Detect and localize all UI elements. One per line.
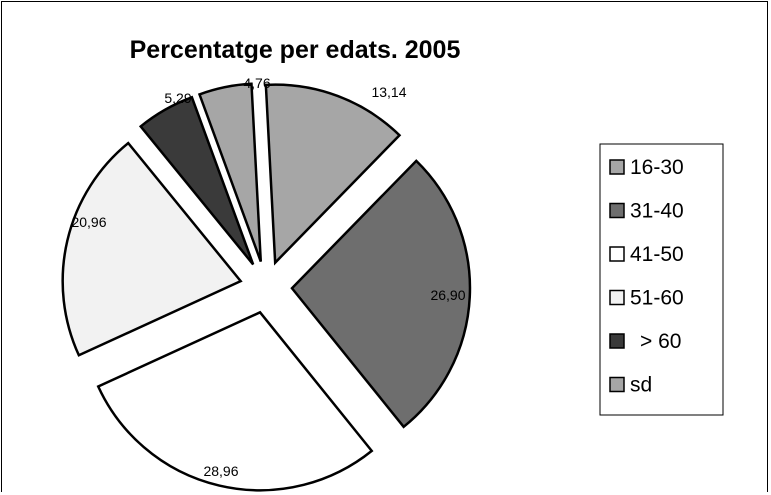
legend-label: 51-60 xyxy=(630,287,684,310)
pie-slice-4150 xyxy=(96,310,374,492)
legend-swatch xyxy=(609,289,625,306)
legend-swatch xyxy=(609,333,625,349)
data-label: 13,14 xyxy=(371,84,406,100)
pie-slices xyxy=(61,82,472,492)
legend-label: > 60 xyxy=(640,330,681,353)
pie-slice-sd xyxy=(197,82,263,262)
pie-slice-3140 xyxy=(290,159,472,429)
data-labels: 13,14 26,90 28,96 20,96 5,29 4,76 xyxy=(71,75,465,479)
legend-swatch xyxy=(609,376,625,393)
legend-label: 31-40 xyxy=(630,200,684,223)
legend-label: 41-50 xyxy=(630,243,684,266)
legend-box xyxy=(599,143,724,416)
legend-swatch xyxy=(609,202,625,219)
data-label: 20,96 xyxy=(71,214,106,230)
data-label: 5,29 xyxy=(164,90,191,106)
legend-label: sd xyxy=(630,374,652,397)
data-label: 26,90 xyxy=(430,287,465,303)
data-label: 28,96 xyxy=(203,463,238,479)
legend-label: 16-30 xyxy=(630,156,684,179)
legend-swatch xyxy=(609,159,625,175)
pie-slice-1630 xyxy=(264,83,402,266)
pie-slice-over60 xyxy=(138,95,255,266)
pie-slice-5160 xyxy=(61,141,243,357)
legend-swatch xyxy=(609,246,625,262)
data-label: 4,76 xyxy=(243,75,270,91)
chart-title: Percentatge per edats. 2005 xyxy=(130,36,461,64)
legend: 16-30 31-40 41-50 51-60 > 60 sd xyxy=(599,143,724,416)
